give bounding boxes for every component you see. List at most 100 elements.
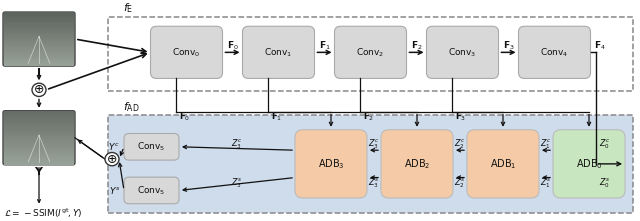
Text: ADB$_1$: ADB$_1$ — [490, 157, 516, 171]
Bar — [4, 120, 74, 121]
Bar — [4, 40, 74, 42]
Bar — [4, 134, 74, 135]
Bar — [4, 114, 74, 116]
Bar — [4, 151, 74, 152]
Bar — [4, 128, 74, 129]
Bar — [4, 33, 74, 34]
Text: $Z_1^s$: $Z_1^s$ — [540, 177, 552, 190]
Circle shape — [32, 83, 46, 97]
Bar — [4, 46, 74, 47]
Bar — [4, 45, 74, 46]
Bar — [4, 26, 74, 27]
Bar — [4, 141, 74, 142]
Bar — [4, 43, 74, 44]
FancyBboxPatch shape — [426, 26, 499, 78]
Bar — [4, 136, 74, 137]
Bar — [4, 25, 74, 26]
Bar — [4, 155, 74, 156]
FancyBboxPatch shape — [124, 133, 179, 160]
Text: $Z_3^c$: $Z_3^c$ — [231, 138, 243, 151]
Bar — [108, 17, 633, 91]
Text: $\mathbf{F}_4$: $\mathbf{F}_4$ — [593, 40, 605, 52]
Text: $\mathbf{F}_0$: $\mathbf{F}_0$ — [227, 40, 239, 52]
Text: $Z_3^c$: $Z_3^c$ — [369, 138, 380, 151]
Bar — [4, 44, 74, 45]
Text: $Z_0^c$: $Z_0^c$ — [599, 138, 611, 151]
Bar — [4, 156, 74, 157]
Bar — [4, 149, 74, 150]
Bar — [4, 158, 74, 159]
Bar — [4, 157, 74, 158]
Bar — [4, 42, 74, 43]
Bar — [4, 112, 74, 113]
Bar — [4, 16, 74, 17]
Bar — [4, 138, 74, 139]
Bar — [4, 62, 74, 63]
Text: $\mathbf{F}_2$: $\mathbf{F}_2$ — [363, 110, 374, 123]
Text: $Z_1^c$: $Z_1^c$ — [540, 138, 552, 151]
Bar — [4, 19, 74, 20]
Bar — [4, 144, 74, 145]
FancyBboxPatch shape — [150, 26, 223, 78]
Bar — [4, 164, 74, 165]
Text: $\oplus$: $\oplus$ — [33, 83, 45, 96]
Bar — [4, 122, 74, 123]
FancyBboxPatch shape — [518, 26, 591, 78]
FancyBboxPatch shape — [3, 111, 75, 165]
Text: ADB$_3$: ADB$_3$ — [317, 157, 344, 171]
Bar — [4, 32, 74, 33]
Bar — [4, 57, 74, 58]
Bar — [4, 130, 74, 131]
Text: $\mathbf{F}_3$: $\mathbf{F}_3$ — [502, 40, 515, 52]
Text: Conv$_3$: Conv$_3$ — [448, 46, 477, 59]
Bar — [4, 154, 74, 155]
Bar — [4, 60, 74, 61]
Bar — [4, 143, 74, 144]
Text: Conv$_5$: Conv$_5$ — [138, 184, 166, 197]
Bar — [4, 55, 74, 56]
Text: $Z_3^s$: $Z_3^s$ — [232, 177, 243, 190]
Bar — [4, 147, 74, 148]
Bar — [4, 145, 74, 146]
Bar — [4, 36, 74, 37]
Text: $f_{\mathrm{E}}$: $f_{\mathrm{E}}$ — [123, 1, 133, 15]
Bar — [4, 58, 74, 59]
Bar — [4, 133, 74, 134]
Bar — [4, 125, 74, 126]
Bar — [4, 59, 74, 60]
Bar — [4, 117, 74, 118]
FancyBboxPatch shape — [381, 130, 453, 198]
Text: Conv$_1$: Conv$_1$ — [264, 46, 292, 59]
Bar — [4, 14, 74, 15]
Bar — [4, 142, 74, 143]
Text: $\mathbf{F}_1$: $\mathbf{F}_1$ — [319, 40, 330, 52]
Text: ADB$_2$: ADB$_2$ — [404, 157, 430, 171]
Bar — [4, 13, 74, 14]
Bar — [4, 161, 74, 162]
Text: $\mathbf{I}$: $\mathbf{I}$ — [36, 66, 42, 78]
Text: Conv$_0$: Conv$_0$ — [172, 46, 201, 59]
Text: $Y^s$: $Y^s$ — [109, 185, 120, 196]
Bar — [4, 48, 74, 49]
Text: Conv$_4$: Conv$_4$ — [540, 46, 569, 59]
Bar — [4, 123, 74, 124]
Bar — [4, 30, 74, 31]
Bar — [4, 35, 74, 36]
Text: $\mathcal{L} = -\mathrm{SSIM}(I^{\mathrm{gt}}, Y)$: $\mathcal{L} = -\mathrm{SSIM}(I^{\mathrm… — [4, 207, 83, 220]
FancyBboxPatch shape — [3, 12, 75, 66]
Bar — [4, 27, 74, 28]
Bar — [4, 146, 74, 147]
Bar — [4, 113, 74, 114]
Bar — [4, 63, 74, 64]
FancyBboxPatch shape — [295, 130, 367, 198]
Bar — [4, 23, 74, 24]
Bar — [4, 150, 74, 151]
Bar — [4, 119, 74, 120]
Bar — [4, 12, 74, 13]
Bar — [4, 15, 74, 16]
Bar — [4, 153, 74, 154]
Bar — [4, 39, 74, 40]
FancyBboxPatch shape — [243, 26, 314, 78]
Text: $Z_0^s$: $Z_0^s$ — [600, 177, 611, 190]
Text: $\mathbf{F}_0$: $\mathbf{F}_0$ — [179, 110, 190, 123]
